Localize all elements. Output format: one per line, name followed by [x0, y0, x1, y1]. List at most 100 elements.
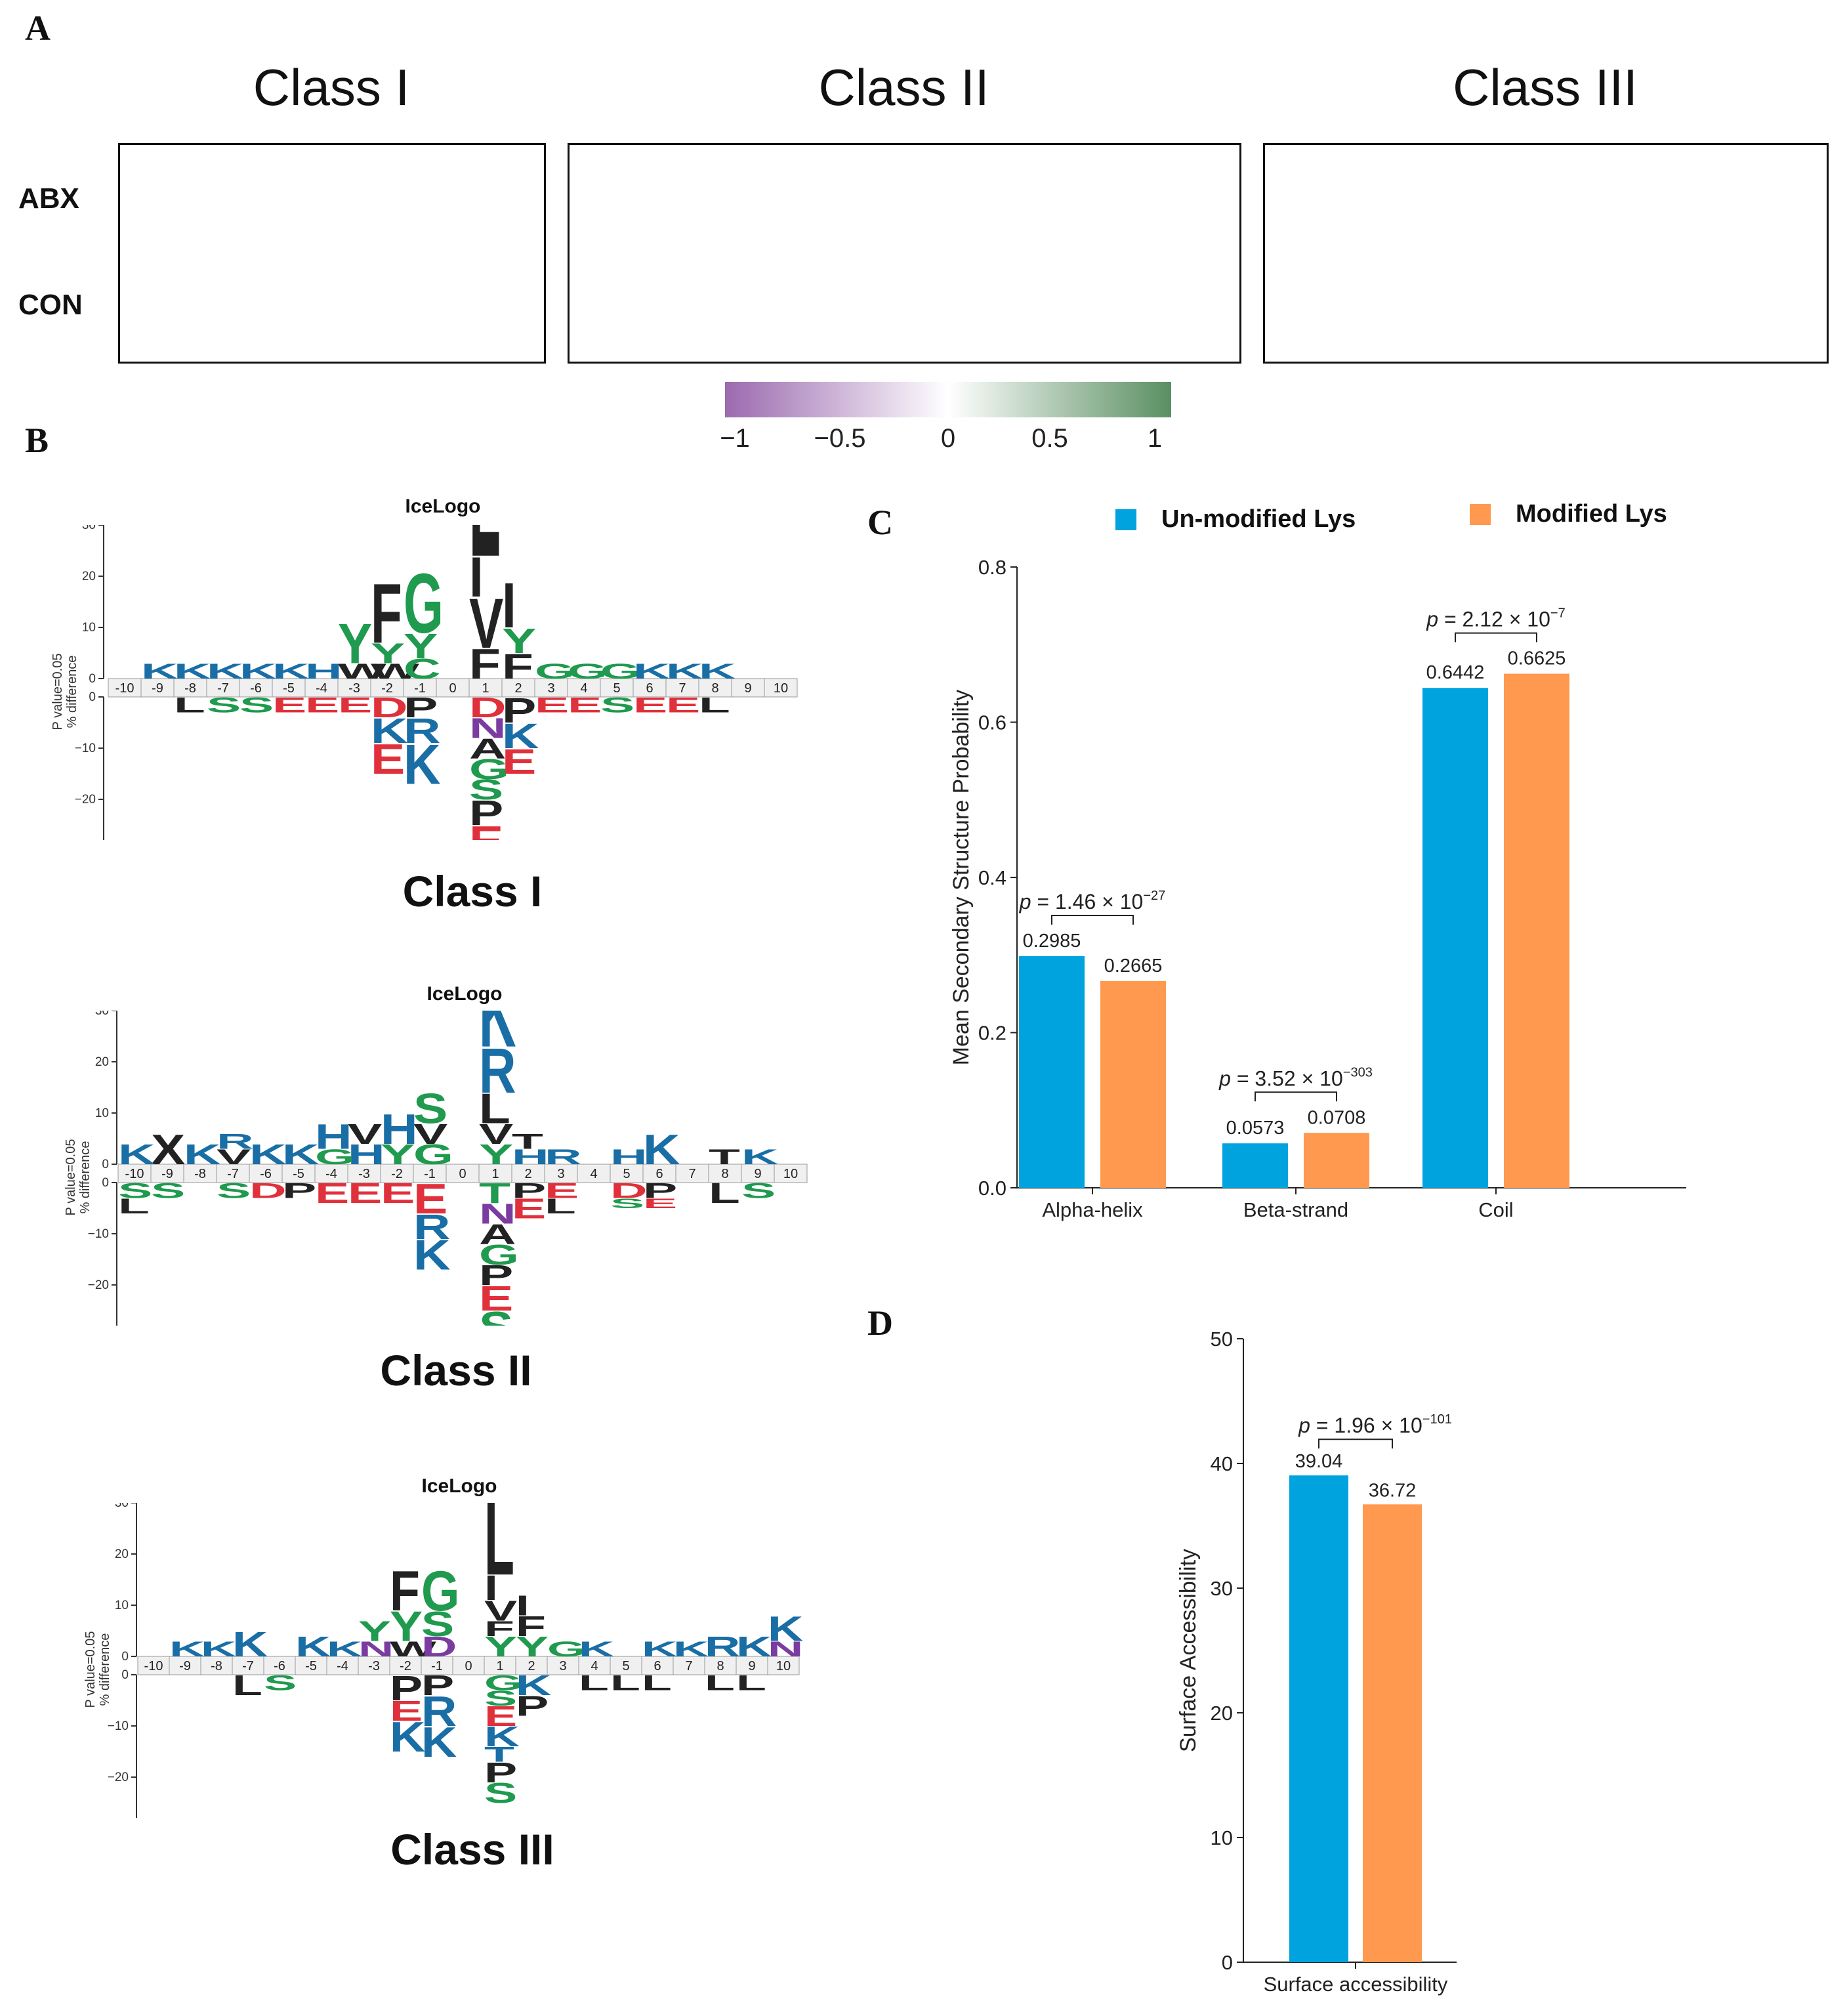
significance-bracket	[1255, 1091, 1337, 1102]
p-symbol: p	[1298, 1414, 1310, 1437]
icelogo-letter: S	[421, 1604, 454, 1643]
icelogo-position-label: 6	[654, 1659, 661, 1673]
icelogo-letter: G	[547, 1638, 586, 1662]
icelogo-letter: K	[633, 660, 671, 683]
icelogo-letter: K	[502, 717, 539, 756]
icelogo-letter: S	[413, 1085, 447, 1133]
icelogo-letter: S	[479, 1303, 513, 1326]
icelogo-letter: N	[768, 1638, 803, 1662]
y-tick-label: 0.0	[978, 1177, 1007, 1200]
icelogo-title: IceLogo	[421, 1475, 497, 1497]
icelogo-letter: E	[666, 693, 700, 717]
icelogo-letter: H	[348, 1139, 385, 1171]
icelogo-letter: P	[502, 691, 536, 730]
icelogo-position-label: -7	[217, 681, 229, 696]
icelogo-position-box	[698, 678, 732, 698]
y-tick-label: 0.8	[978, 556, 1007, 579]
icelogo-letter: E	[305, 693, 339, 717]
icelogo-letter: K	[579, 1638, 615, 1662]
icelogo-tick-label: −20	[108, 1771, 129, 1784]
p-text: = 1.96 × 10	[1310, 1414, 1422, 1437]
icelogo-letter: L	[232, 1670, 262, 1701]
icelogo-letter: X	[151, 1126, 185, 1173]
icelogo-letter: E	[469, 818, 503, 840]
icelogo-letter: G	[469, 754, 509, 786]
panel-letter-a: A	[25, 9, 51, 48]
icelogo-letter: G	[479, 1240, 519, 1271]
icelogo-letter: E	[545, 1179, 579, 1202]
icelogo-position-box	[544, 1164, 578, 1183]
icelogo-letter: H	[381, 1106, 418, 1153]
y-axis-title: Surface Accessibility	[1176, 1549, 1201, 1752]
icelogo-position-box	[281, 1164, 316, 1183]
icelogo-letter: S	[600, 693, 634, 717]
icelogo-position-label: -7	[227, 1167, 239, 1181]
icelogo-letter: V	[217, 1145, 251, 1169]
icelogo-letter: V	[348, 1119, 382, 1150]
icelogo-letter: T	[484, 1743, 514, 1767]
icelogo-tick-label: 30	[82, 525, 96, 532]
icelogo-position-box	[200, 1656, 233, 1675]
icelogo-position-label: 8	[721, 1167, 728, 1181]
icelogo-position-label: 4	[591, 1659, 598, 1673]
icelogo-letter: G	[421, 1560, 459, 1623]
icelogo-position-label: -1	[431, 1659, 443, 1673]
icelogo-letter: H	[315, 1118, 352, 1157]
icelogo-letter: A	[479, 1219, 516, 1250]
icelogo-position-box	[117, 1164, 152, 1183]
icelogo-letter: K	[207, 660, 244, 683]
icelogo-position-label: 6	[655, 1167, 663, 1181]
icelogo-letter: Y	[358, 1616, 391, 1647]
icelogo-letter: W	[371, 660, 420, 683]
icelogo-letter: Y	[390, 1603, 423, 1650]
icelogo-letter: P	[479, 1260, 513, 1292]
icelogo-letter: K	[169, 1638, 205, 1662]
icelogo-letter: P	[404, 692, 438, 724]
icelogo-ylabel: % difference	[65, 656, 79, 728]
icelogo-tick-label: −10	[88, 1227, 109, 1241]
icelogo-position-box	[600, 678, 634, 698]
bar-modified-lys	[1304, 1133, 1369, 1188]
icelogo-position-box	[337, 678, 371, 698]
icelogo-letter: E	[479, 1279, 513, 1318]
icelogo-letter: L	[469, 525, 501, 601]
icelogo-position-box	[736, 1656, 768, 1675]
icelogo-letter: K	[174, 660, 211, 683]
icelogo-letter: K	[642, 1638, 678, 1662]
icelogo-letter: D	[371, 692, 408, 724]
icelogo-position-box	[673, 1656, 705, 1675]
secondary-structure-chart: 0.0 0.2 0.4 0.6 0.8 Mean Secondary Structure …	[949, 556, 1686, 1221]
icelogo-position-label: 3	[557, 1167, 564, 1181]
icelogo-ylabel: P value=0.05	[51, 654, 65, 730]
icelogo-letter: S	[217, 1179, 251, 1202]
icelogo-letter: E	[338, 693, 372, 717]
icelogo-position-label: 9	[754, 1167, 761, 1181]
icelogo-letter: K	[118, 1139, 156, 1171]
heatmap-class-1	[118, 143, 546, 364]
icelogo-letter: D	[469, 692, 507, 724]
icelogo-letter: S	[610, 1196, 644, 1211]
icelogo-letter: E	[390, 1695, 423, 1727]
icelogo-letter: K	[741, 1145, 779, 1169]
icelogo-position-label: -7	[242, 1659, 254, 1673]
icelogo-position-label: -3	[358, 1167, 370, 1181]
icelogo-letter: H	[610, 1145, 648, 1169]
colorbar-tick: −1	[720, 424, 750, 453]
icelogo-position-label: 8	[711, 681, 718, 696]
icelogo-letter: G	[404, 555, 444, 650]
icelogo-position-label: -9	[161, 1167, 173, 1181]
significance-bracket	[1318, 1438, 1393, 1449]
icelogo-letter: R	[413, 1208, 451, 1247]
bar-un-modified-lys	[1019, 956, 1085, 1188]
y-tick-label: 10	[1211, 1826, 1233, 1849]
icelogo-letter: P	[390, 1668, 423, 1708]
icelogo-letter: S	[469, 774, 503, 806]
icelogo-letter: N	[479, 1198, 516, 1230]
icelogo-tick-label: −10	[75, 742, 96, 755]
icelogo-position-label: -4	[337, 1659, 348, 1673]
icelogo-letter: L	[484, 1503, 514, 1599]
icelogo-position-box	[578, 1656, 611, 1675]
y-tick-label: 0.2	[978, 1022, 1007, 1045]
